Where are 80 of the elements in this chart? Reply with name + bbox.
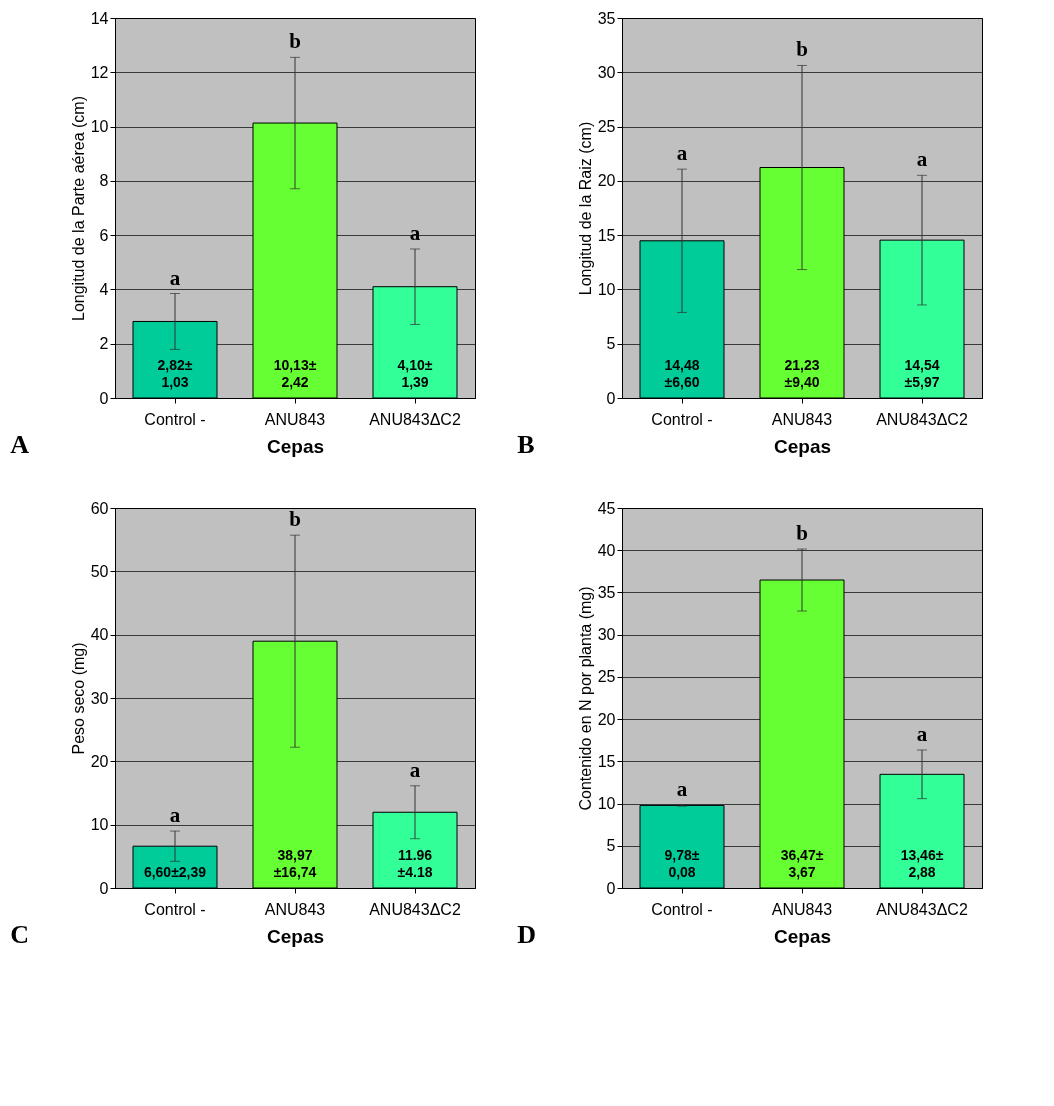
data-label: 11.96 ±4.18 — [397, 847, 433, 880]
data-label: 4,10± 1,39 — [397, 357, 433, 390]
y-tick-label: 0 — [99, 389, 109, 407]
y-tick-label: 0 — [606, 879, 616, 897]
data-label: 36,47± 3,67 — [780, 847, 824, 880]
y-tick-label: 0 — [606, 389, 616, 407]
y-tick-label: 35 — [597, 583, 616, 601]
y-tick-label: 15 — [597, 226, 616, 244]
y-tick-label: 10 — [90, 816, 109, 834]
y-tick-label: 40 — [597, 541, 616, 559]
x-axis-title: Cepas — [266, 435, 325, 457]
y-tick-label: 20 — [597, 172, 616, 190]
data-label: 10,13± 2,42 — [273, 357, 317, 390]
y-tick-label: 15 — [597, 752, 616, 770]
y-tick-label: 5 — [606, 837, 616, 855]
annotation: a — [916, 147, 928, 172]
y-tick-label: 40 — [90, 626, 109, 644]
x-tick-label: ANU843 — [771, 900, 833, 918]
data-label: 21,23 ±9,40 — [784, 357, 820, 390]
y-tick-label: 10 — [597, 280, 616, 298]
annotation: a — [409, 757, 421, 782]
y-tick-label: 20 — [90, 752, 109, 770]
y-tick-label: 50 — [90, 562, 109, 580]
x-tick-label: Control - — [144, 900, 206, 918]
data-label: 14,48 ±6,60 — [664, 357, 700, 390]
x-tick-label: Control - — [651, 410, 713, 428]
y-axis-title: Peso seco (mg) — [69, 642, 87, 755]
text: B — [517, 430, 535, 459]
y-tick-label: 20 — [597, 710, 616, 728]
x-axis-title: Cepas — [773, 925, 832, 947]
x-tick-label: Control - — [651, 900, 713, 918]
annotation: a — [916, 722, 928, 747]
y-tick-label: 60 — [90, 499, 109, 517]
text: C — [10, 920, 29, 949]
y-tick-label: 0 — [99, 879, 109, 897]
x-tick-label: ANU843ΔC2 — [369, 410, 461, 428]
x-tick-label: ANU843ΔC2 — [876, 410, 968, 428]
y-tick-label: 35 — [597, 9, 616, 27]
data-label: 14,54 ±5,97 — [904, 357, 940, 390]
y-tick-label: 30 — [90, 689, 109, 707]
y-tick-label: 25 — [597, 118, 616, 136]
data-label: 6,60±2,39 — [143, 864, 207, 880]
y-tick-label: 4 — [99, 280, 109, 298]
y-tick-label: 2 — [99, 335, 109, 353]
y-tick-label: 30 — [597, 63, 616, 81]
x-tick-label: ANU843 — [771, 410, 833, 428]
x-axis-title: Cepas — [266, 925, 325, 947]
data-label: 9,78± 0,08 — [664, 847, 700, 880]
annotation: b — [289, 507, 301, 532]
y-tick-label: 30 — [597, 626, 616, 644]
annotation: a — [169, 803, 181, 828]
data-label: 2,82± 1,03 — [157, 357, 193, 390]
y-tick-label: 25 — [597, 668, 616, 686]
y-tick-label: 10 — [90, 118, 109, 136]
annotation: b — [289, 29, 301, 54]
y-tick-label: 6 — [99, 226, 109, 244]
annotation: a — [676, 776, 688, 801]
x-tick-label: ANU843ΔC2 — [369, 900, 461, 918]
annotation: a — [169, 265, 181, 290]
annotation: b — [796, 521, 808, 546]
y-tick-label: 8 — [99, 172, 109, 190]
x-axis-title: Cepas — [773, 435, 832, 457]
x-tick-label: Control - — [144, 410, 206, 428]
y-axis-title: Contenido en N por planta (mg) — [576, 586, 594, 811]
data-label: 38,97 ±16,74 — [273, 847, 317, 880]
y-axis-title: Longitud de la Parte aérea (cm) — [69, 95, 87, 322]
text: A — [10, 430, 30, 459]
text: D — [517, 920, 536, 949]
data-label: 13,46± 2,88 — [900, 847, 944, 880]
y-tick-label: 5 — [606, 335, 616, 353]
x-tick-label: ANU843 — [264, 900, 326, 918]
y-tick-label: 14 — [90, 9, 109, 27]
y-tick-label: 10 — [597, 795, 616, 813]
y-axis-title: Longitud de la Raiz (cm) — [576, 121, 594, 296]
x-tick-label: ANU843 — [264, 410, 326, 428]
annotation: b — [796, 37, 808, 62]
annotation: a — [676, 141, 688, 166]
y-tick-label: 12 — [90, 63, 109, 81]
y-tick-label: 45 — [597, 499, 616, 517]
x-tick-label: ANU843ΔC2 — [876, 900, 968, 918]
